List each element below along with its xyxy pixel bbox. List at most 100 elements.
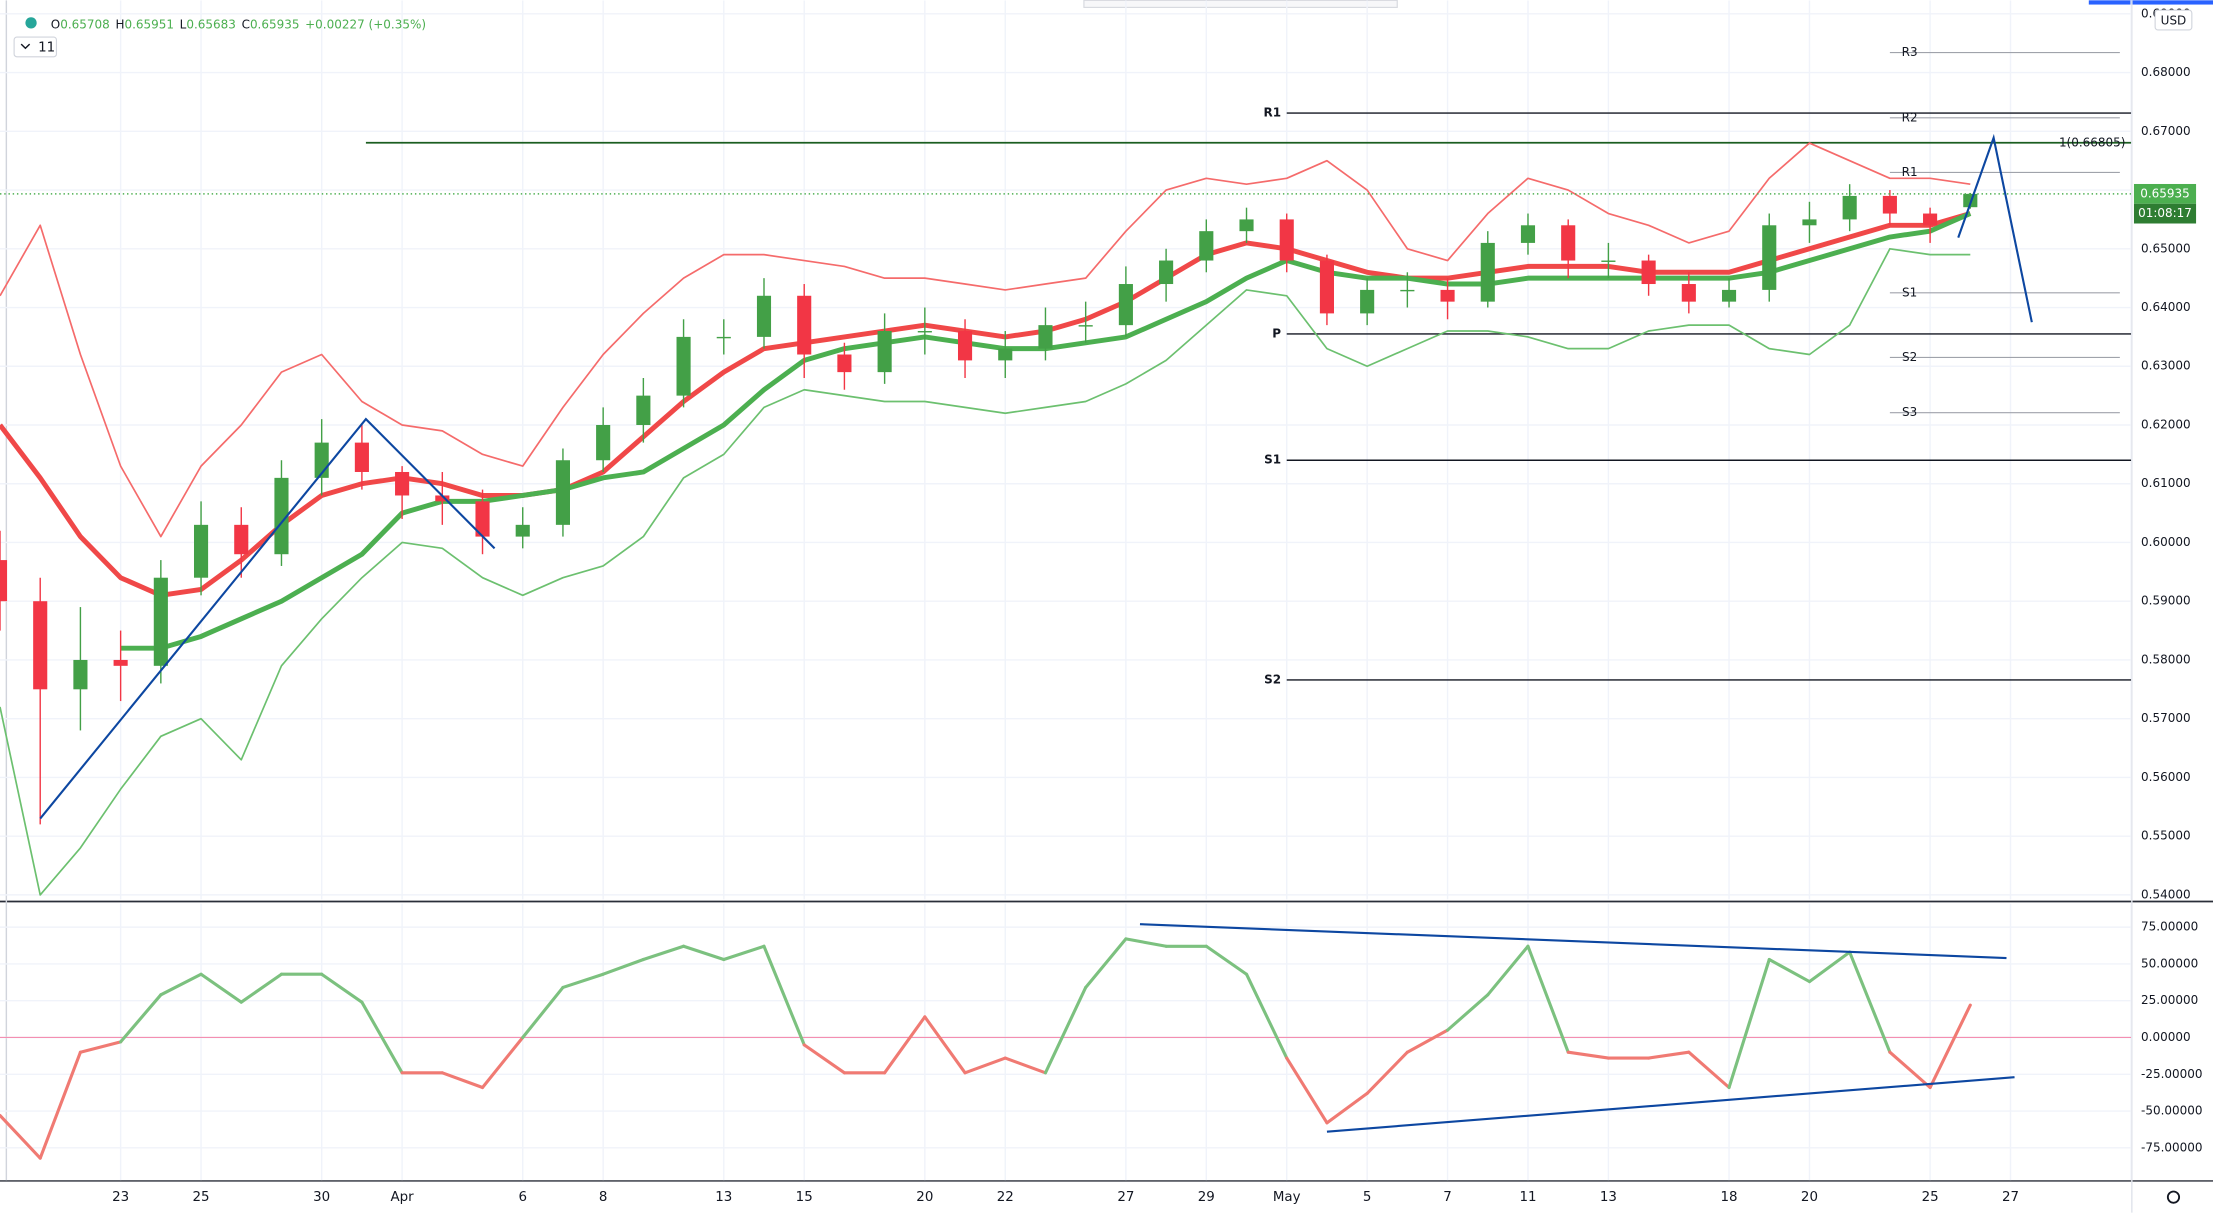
candle-body [1641, 260, 1656, 285]
y-tick-label: -50.00000 [2141, 1104, 2203, 1118]
y-tick-label: 0.61000 [2141, 476, 2191, 490]
x-tick-label: 22 [997, 1190, 1014, 1205]
candle-body [1721, 289, 1737, 302]
y-tick-label: 0.57000 [2141, 711, 2191, 725]
y-tick-label: -75.00000 [2141, 1140, 2203, 1154]
y-tick-label: 0.62000 [2141, 417, 2191, 431]
fib-label: 1(0.66805) [2059, 135, 2126, 149]
y-tick-label: -25.00000 [2141, 1067, 2203, 1081]
oscillator-segment [1325, 1091, 1369, 1125]
oscillator-segment [1084, 937, 1128, 990]
pivot-label-small: S3 [1902, 405, 1917, 419]
x-tick-label: 25 [1922, 1190, 1939, 1205]
oscillator-pane [0, 903, 2132, 1181]
candle-body [1762, 225, 1777, 290]
x-tick-label: 15 [796, 1190, 813, 1205]
y-tick-label: 0.00000 [2141, 1030, 2191, 1044]
candle-body [957, 331, 973, 361]
candle-body [1038, 325, 1053, 349]
trend-drawing [1957, 133, 2033, 323]
pivot-label-small: R3 [1902, 45, 1918, 59]
candle-body [837, 354, 852, 373]
candle-body [756, 295, 772, 337]
x-tick-label: 18 [1721, 1190, 1738, 1205]
oscillator-segment [1003, 1056, 1048, 1075]
candle-body [555, 460, 570, 525]
oscillator-segment [1204, 944, 1249, 976]
x-tick-label: 13 [715, 1190, 732, 1205]
candle-body [193, 524, 209, 578]
oscillator-segment [722, 944, 766, 962]
ohlc-key: C [242, 17, 250, 31]
oscillator-segment [601, 957, 645, 976]
ohlc-value: 0.65951 [124, 17, 174, 31]
countdown-label: 01:08:17 [2138, 206, 2192, 220]
currency-button[interactable] [2154, 9, 2193, 31]
overlay: 0.54000 0.55000 0.56000 0.57000 0.58000 0.590… [51, 6, 2203, 1205]
oscillator-segment [682, 944, 726, 962]
candle-body [1279, 219, 1294, 261]
indicator-line [0, 142, 1971, 538]
interval-label: 11 [38, 41, 55, 56]
candle-body [877, 331, 892, 373]
oscillator-segment [1446, 993, 1490, 1032]
oscillator-segment [119, 993, 163, 1044]
candle-body [1842, 195, 1857, 220]
oscillator-segment [239, 972, 284, 1004]
x-tick-label: 25 [193, 1190, 210, 1205]
oscillator-segment [320, 972, 364, 1004]
candle-body [354, 442, 369, 472]
toolbar-stub[interactable] [1083, 0, 1398, 8]
interval-button[interactable] [13, 36, 58, 58]
pivot-label-small: S1 [1902, 285, 1917, 299]
x-tick-label: 11 [1519, 1190, 1536, 1205]
oscillator-segment [1526, 944, 1570, 1054]
oscillator-segment [641, 944, 686, 962]
ohlc-change: +0.00227 (+0.35%) [305, 17, 426, 31]
y-tick-label: 0.54000 [2141, 887, 2191, 901]
candle-body [274, 477, 289, 555]
candle-body [1520, 225, 1536, 243]
oscillator-segment [521, 985, 565, 1040]
x-tick-label: 13 [1600, 1190, 1617, 1205]
oscillator-segment [1647, 1050, 1691, 1060]
y-tick-label: 0.63000 [2141, 359, 2191, 373]
settings-icon[interactable] [2166, 1190, 2181, 1204]
x-tick-label: 29 [1198, 1190, 1215, 1205]
pivot-label: P [1272, 326, 1281, 340]
oscillator-segment [78, 1040, 123, 1054]
y-tick-label: 0.65000 [2141, 241, 2191, 255]
oscillator-segment [1566, 1050, 1610, 1060]
oscillator-segment [1124, 937, 1168, 948]
y-tick-label: 25.00000 [2141, 993, 2198, 1007]
y-tick-label: 0.68000 [2141, 65, 2191, 79]
pivot-label: S1 [1264, 453, 1281, 467]
candle-body [0, 560, 8, 602]
oscillator-segment [802, 1043, 846, 1075]
x-tick-label: 8 [599, 1190, 608, 1205]
x-tick-label: 5 [1363, 1190, 1372, 1205]
x-tick-label: 20 [1801, 1190, 1818, 1205]
oscillator-segment [1928, 1003, 1972, 1090]
oscillator-segment [1365, 1050, 1409, 1095]
y-tick-label: 75.00000 [2141, 920, 2198, 934]
x-tick-label: 30 [313, 1190, 330, 1205]
x-tick-label: Apr [391, 1190, 415, 1205]
oscillator-segment [1405, 1028, 1450, 1054]
oscillator-segment [1244, 972, 1289, 1060]
candle-body [1561, 225, 1576, 261]
last-price-label: 0.65935 [2140, 186, 2190, 200]
gear[interactable] [2166, 1190, 2181, 1204]
candle-body [395, 471, 410, 496]
oscillator-segment [0, 1113, 42, 1160]
x-tick-label: 27 [1117, 1190, 1134, 1205]
oscillator-segment [883, 1015, 927, 1075]
y-tick-label: 0.56000 [2141, 770, 2191, 784]
top-accent [2088, 0, 2213, 5]
candle-body [596, 424, 611, 461]
candle-body [1440, 289, 1455, 302]
candle-body [1802, 219, 1817, 226]
oscillator-segment [1285, 1056, 1329, 1125]
pivot-label-small: R1 [1902, 165, 1918, 179]
candle-body [1681, 284, 1696, 302]
